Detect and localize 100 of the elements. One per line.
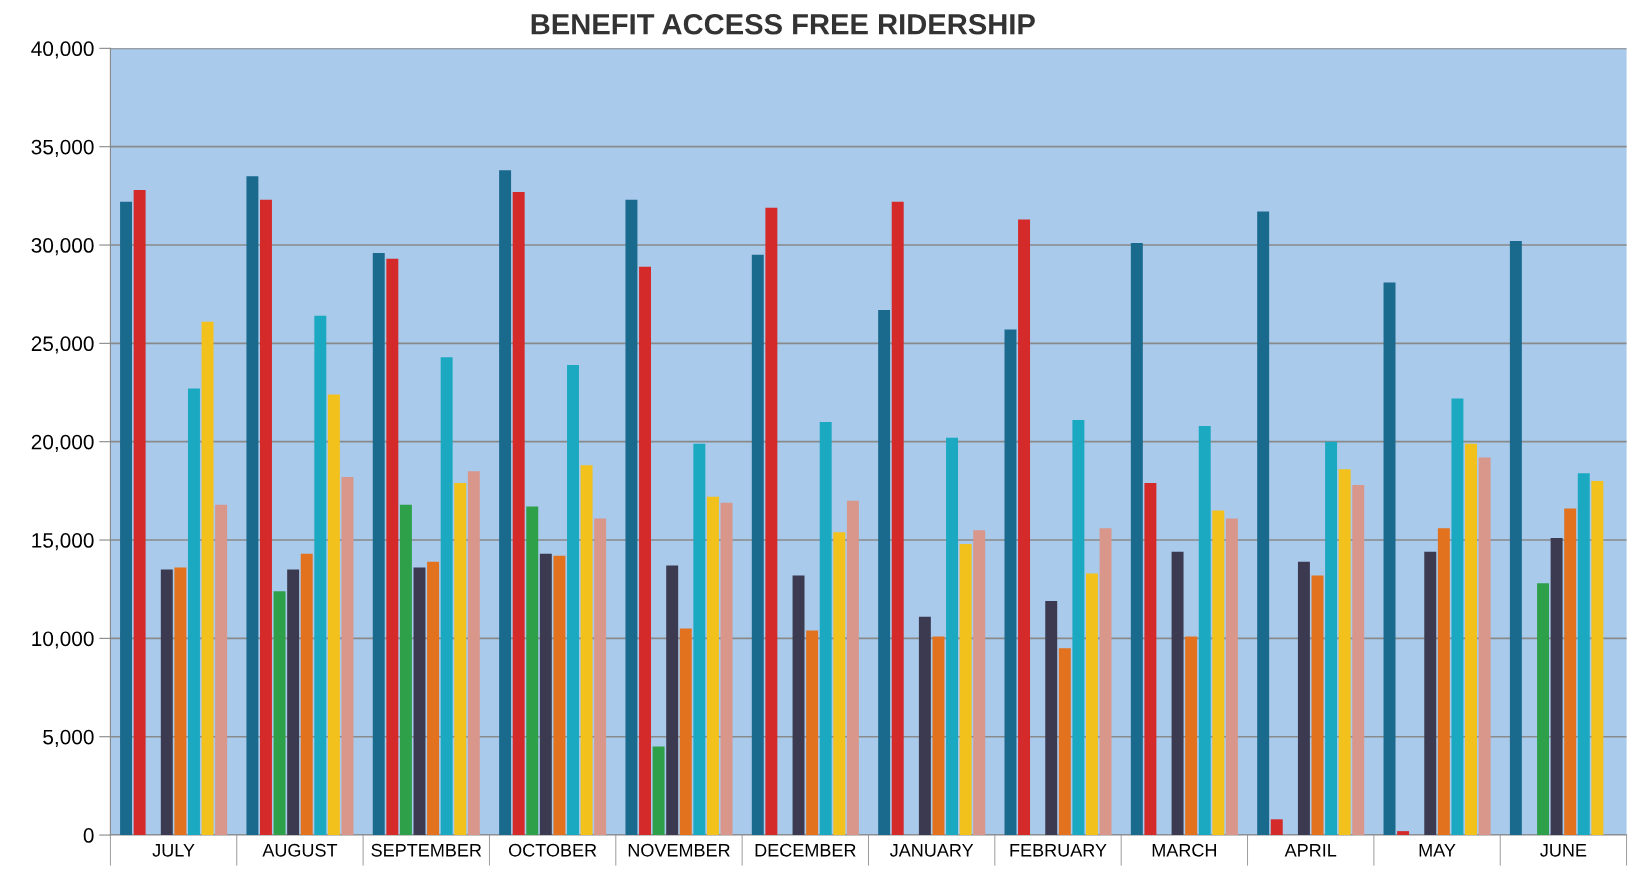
y-tick-label: 30,000 bbox=[31, 238, 94, 256]
bar bbox=[386, 258, 399, 836]
bar bbox=[120, 201, 133, 836]
x-tick-label: SEPTEMBER bbox=[371, 843, 482, 857]
bar bbox=[973, 530, 986, 836]
bar bbox=[1478, 457, 1491, 836]
bar bbox=[273, 591, 286, 836]
bar bbox=[399, 504, 412, 836]
bar bbox=[946, 437, 959, 836]
bar bbox=[720, 502, 733, 836]
bar bbox=[499, 170, 512, 836]
x-tick-label: DECEMBER bbox=[755, 843, 856, 857]
bar bbox=[1509, 241, 1522, 836]
bar bbox=[1072, 420, 1085, 836]
bar bbox=[959, 543, 972, 836]
bar bbox=[891, 201, 904, 836]
bar bbox=[1004, 329, 1017, 836]
bar bbox=[215, 504, 228, 836]
bar bbox=[1537, 583, 1550, 836]
bar bbox=[1171, 551, 1184, 836]
bar bbox=[187, 388, 200, 836]
bar bbox=[1018, 219, 1031, 836]
y-tick-label: 35,000 bbox=[31, 139, 94, 157]
y-tick-label: 25,000 bbox=[31, 336, 94, 354]
bar bbox=[693, 443, 706, 836]
bar bbox=[314, 315, 327, 836]
y-tick-label: 20,000 bbox=[31, 434, 94, 452]
bar bbox=[1099, 528, 1112, 836]
bar bbox=[372, 252, 385, 836]
bar bbox=[1198, 425, 1211, 836]
bar bbox=[1325, 441, 1338, 836]
y-tick-label: 0 bbox=[83, 828, 94, 843]
bar bbox=[1257, 211, 1270, 836]
bar bbox=[1058, 648, 1071, 836]
bar bbox=[846, 500, 859, 836]
bar bbox=[1225, 518, 1238, 836]
bar bbox=[1591, 481, 1604, 836]
bar bbox=[246, 176, 259, 836]
y-tick-label: 15,000 bbox=[32, 533, 94, 551]
bar bbox=[1451, 398, 1464, 836]
bar bbox=[580, 465, 593, 836]
bar bbox=[539, 553, 552, 836]
x-tick-label: JANUARY bbox=[889, 844, 974, 857]
bar bbox=[625, 199, 638, 836]
bar bbox=[260, 199, 272, 836]
bar bbox=[1437, 528, 1450, 836]
bar bbox=[1130, 243, 1143, 836]
bar bbox=[932, 636, 945, 836]
bar bbox=[639, 266, 651, 836]
bar bbox=[1270, 819, 1283, 836]
bar bbox=[878, 309, 891, 836]
bar bbox=[1577, 473, 1590, 836]
bar bbox=[341, 477, 354, 836]
bar bbox=[300, 553, 313, 836]
bar bbox=[1144, 483, 1157, 836]
x-tick-label: APRIL bbox=[1284, 844, 1337, 857]
bar bbox=[792, 575, 805, 836]
y-tick-label: 5,000 bbox=[43, 729, 94, 747]
bar bbox=[806, 630, 819, 836]
bar bbox=[427, 561, 440, 836]
bar bbox=[553, 555, 566, 836]
bar bbox=[1212, 510, 1225, 836]
bar bbox=[1185, 636, 1198, 836]
bar bbox=[1338, 469, 1351, 836]
bar bbox=[512, 191, 525, 836]
bar bbox=[1352, 484, 1365, 836]
x-tick-label: MARCH bbox=[1152, 843, 1216, 857]
bar bbox=[567, 364, 579, 836]
bar bbox=[1045, 601, 1058, 836]
bar bbox=[1297, 561, 1310, 836]
bar bbox=[751, 254, 764, 836]
y-tick-label: 10,000 bbox=[32, 631, 94, 649]
bar bbox=[918, 616, 931, 836]
x-tick-label: FEBRUARY bbox=[1010, 844, 1107, 857]
bar bbox=[287, 569, 300, 836]
chart-title: BENEFIT ACCESS FREE RIDERSHIP bbox=[531, 13, 1035, 35]
bar bbox=[174, 567, 187, 836]
bar bbox=[413, 567, 426, 836]
bar bbox=[833, 532, 846, 836]
bar bbox=[765, 207, 778, 836]
bar bbox=[1397, 831, 1410, 836]
bar bbox=[1465, 443, 1477, 836]
x-tick-label: JULY bbox=[152, 844, 195, 857]
bar bbox=[652, 746, 665, 836]
x-tick-label: AUGUST bbox=[262, 843, 338, 857]
bar bbox=[201, 321, 214, 836]
bar bbox=[1564, 508, 1577, 836]
bar bbox=[133, 189, 146, 836]
x-tick-label: JUNE bbox=[1540, 844, 1587, 857]
bar bbox=[706, 496, 719, 836]
x-tick-label: OCTOBER bbox=[509, 843, 597, 857]
bar bbox=[327, 394, 340, 836]
bar bbox=[440, 357, 453, 836]
bar bbox=[467, 471, 480, 836]
y-tick-label: 40,000 bbox=[31, 41, 94, 59]
x-tick-label: MAY bbox=[1419, 844, 1456, 857]
bar bbox=[594, 518, 607, 836]
bar bbox=[160, 569, 173, 836]
bar bbox=[819, 422, 832, 836]
bar bbox=[1424, 551, 1437, 836]
